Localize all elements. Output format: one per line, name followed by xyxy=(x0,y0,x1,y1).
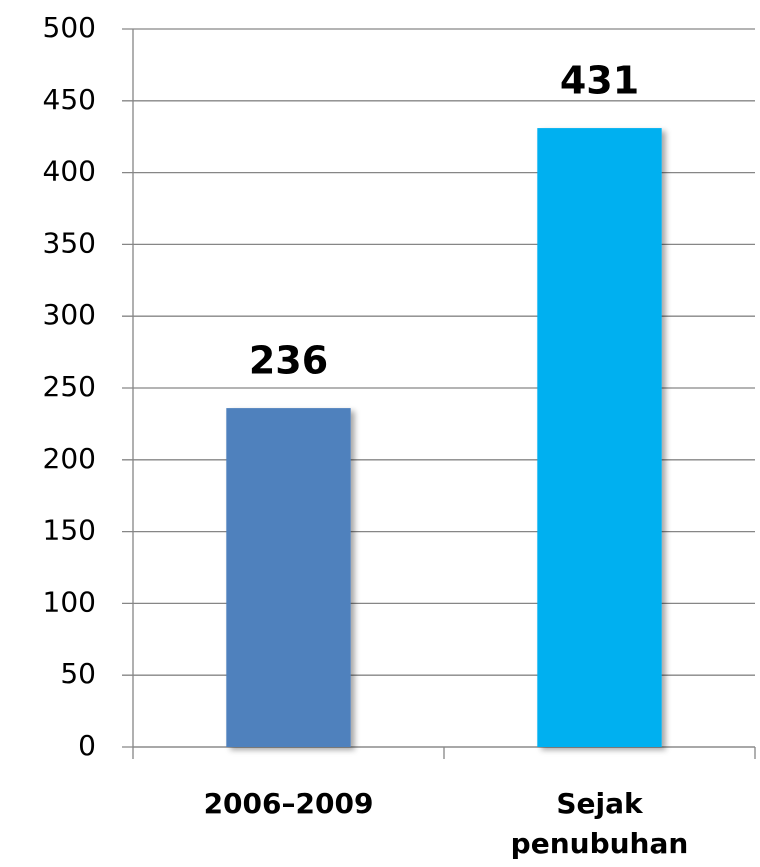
y-tick-label: 150 xyxy=(43,514,96,547)
y-tick-label: 450 xyxy=(43,83,96,116)
y-tick-label: 250 xyxy=(43,370,96,403)
y-tick-label: 0 xyxy=(78,729,96,762)
bar xyxy=(226,408,351,747)
y-tick-label: 350 xyxy=(43,226,96,259)
y-tick-label: 100 xyxy=(43,585,96,618)
y-tick-label: 50 xyxy=(60,657,96,690)
y-tick-label: 200 xyxy=(43,442,96,475)
x-tick-label: Sejak penubuhan xyxy=(511,787,689,860)
y-tick-label: 500 xyxy=(43,11,96,44)
x-tick-label: 2006–2009 xyxy=(204,787,374,820)
data-label: 236 xyxy=(249,339,328,383)
bar xyxy=(537,128,662,748)
data-label: 431 xyxy=(560,59,639,103)
y-tick-label: 400 xyxy=(43,155,96,188)
y-tick-label: 300 xyxy=(43,298,96,331)
